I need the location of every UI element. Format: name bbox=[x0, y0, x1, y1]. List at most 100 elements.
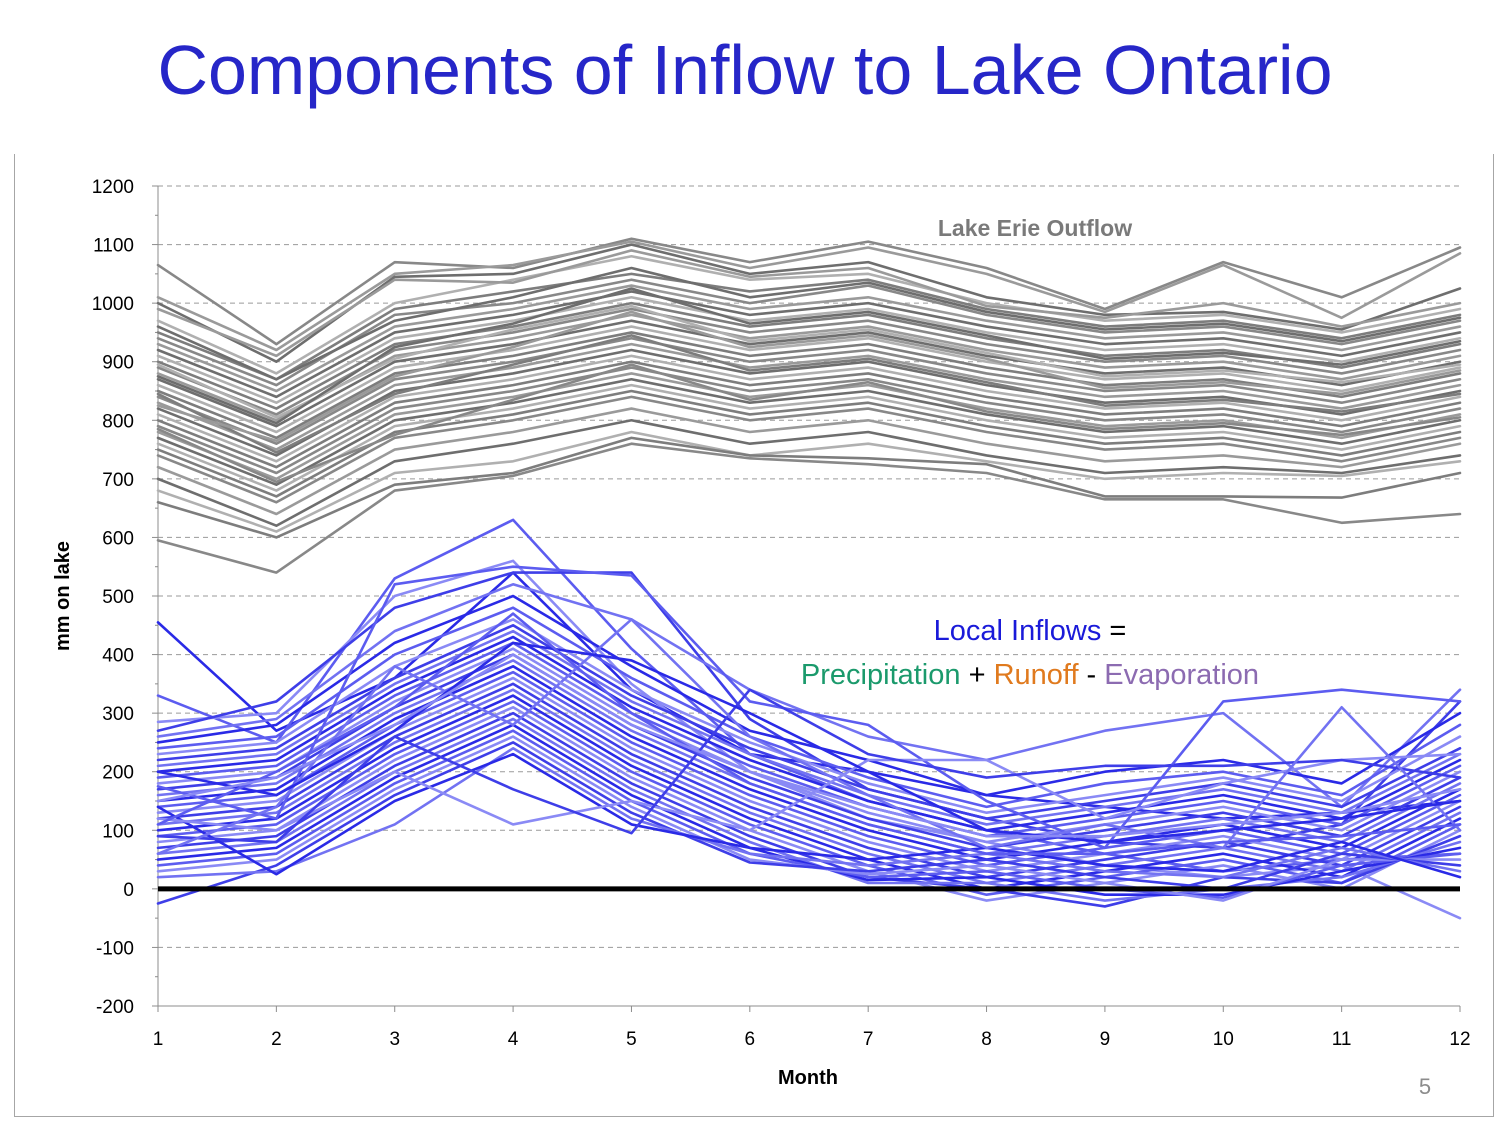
y-tick-label: 400 bbox=[102, 646, 134, 667]
inflow-series-line bbox=[156, 618, 1462, 815]
x-tick-label: 12 bbox=[1449, 1029, 1470, 1050]
outflow-series-line bbox=[156, 377, 1462, 487]
inflow-series-line bbox=[156, 688, 1462, 844]
outflow-series-line bbox=[156, 249, 1462, 358]
outflow-series-line bbox=[156, 354, 1462, 463]
y-tick-label: -100 bbox=[96, 938, 134, 959]
inflow-series-line bbox=[156, 641, 1462, 844]
inflow-series-line bbox=[156, 606, 1462, 809]
outflow-series-line bbox=[156, 287, 1462, 425]
inflow-series-line bbox=[156, 612, 1462, 856]
outflow-series-line bbox=[156, 240, 1462, 352]
outflow-series-line bbox=[156, 313, 1462, 422]
inflow-series-line bbox=[156, 618, 1462, 856]
y-tick-label: 200 bbox=[102, 763, 134, 784]
precipitation-label: Precipitation bbox=[801, 659, 961, 691]
outflow-series-line bbox=[156, 304, 1462, 419]
y-tick-label: 600 bbox=[102, 528, 134, 549]
local-inflows-label: Local Inflows bbox=[934, 615, 1102, 647]
y-tick-label: 300 bbox=[102, 704, 134, 725]
runoff-label: Runoff bbox=[994, 659, 1080, 691]
x-tick-label: 10 bbox=[1213, 1029, 1234, 1050]
outflow-series-line bbox=[156, 290, 1462, 399]
inflow-series-line bbox=[156, 705, 1462, 902]
y-tick-label: 1100 bbox=[93, 236, 134, 257]
x-tick-label: 8 bbox=[981, 1029, 992, 1050]
outflow-series-line bbox=[156, 295, 1462, 405]
outflow-series-line bbox=[156, 407, 1462, 516]
tick-labels: -200 -100 0 100 200 300 400 500 600 700 800 900 1000… bbox=[92, 177, 1471, 1050]
y-tick-label: 100 bbox=[102, 821, 134, 842]
line-chart: -200 -100 0 100 200 300 400 500 600 700 800 900 1000… bbox=[52, 177, 1471, 1089]
x-axis-title: Month bbox=[778, 1067, 838, 1089]
outflow-series-line bbox=[156, 272, 1462, 381]
evaporation-label: Evaporation bbox=[1104, 659, 1259, 691]
chart-frame: -200 -100 0 100 200 300 400 500 600 700 800 900 1000… bbox=[14, 154, 1494, 1117]
inflow-series-group bbox=[156, 518, 1462, 920]
outflow-series-line bbox=[156, 430, 1462, 533]
inflow-series-line bbox=[156, 746, 1462, 879]
x-tick-label: 1 bbox=[153, 1029, 164, 1050]
outflow-series-line bbox=[156, 301, 1462, 410]
y-tick-label: 500 bbox=[102, 587, 134, 608]
inflow-series-line bbox=[156, 741, 1462, 905]
outflow-series-line bbox=[156, 348, 1462, 457]
outflow-series-line bbox=[156, 334, 1462, 454]
y-tick-label: 0 bbox=[123, 880, 134, 901]
page-number: 5 bbox=[1418, 1074, 1432, 1099]
legend-line-2: Precipitation + Runoff - Evaporation bbox=[801, 659, 1259, 691]
x-tick-label: 9 bbox=[1100, 1029, 1111, 1050]
inflow-series-line bbox=[156, 694, 1462, 891]
x-tick-label: 4 bbox=[508, 1029, 519, 1050]
inflow-series-line bbox=[156, 700, 1462, 897]
y-tick-label: 700 bbox=[102, 470, 134, 491]
outflow-series-line bbox=[156, 360, 1462, 469]
outflow-series-line bbox=[156, 436, 1462, 539]
inflow-series-line bbox=[156, 647, 1462, 844]
outflow-series-line bbox=[156, 319, 1462, 428]
outflow-series-line bbox=[156, 418, 1462, 528]
y-tick-label: 1000 bbox=[92, 294, 134, 315]
outflow-series-line bbox=[156, 237, 1462, 346]
outflow-series-line bbox=[156, 325, 1462, 434]
outflow-series-line bbox=[156, 395, 1462, 504]
inflow-series-line bbox=[156, 752, 1462, 832]
equals-sign: = bbox=[1101, 615, 1126, 647]
outflow-label: Lake Erie Outflow bbox=[938, 215, 1132, 241]
inflow-series-line bbox=[156, 729, 1462, 899]
y-tick-label: 800 bbox=[102, 411, 134, 432]
outflow-series-line bbox=[156, 442, 1462, 574]
plus-sign: + bbox=[961, 659, 994, 691]
outflow-series-line bbox=[156, 336, 1462, 446]
y-tick-label: 1200 bbox=[92, 177, 134, 198]
x-tick-label: 6 bbox=[745, 1029, 756, 1050]
outflow-series-line bbox=[156, 342, 1462, 451]
outflow-series-line bbox=[156, 366, 1462, 475]
x-tick-label: 5 bbox=[626, 1029, 637, 1050]
x-tick-label: 7 bbox=[863, 1029, 874, 1050]
inflow-series-line bbox=[156, 752, 1462, 879]
outflow-series-line bbox=[156, 266, 1462, 381]
inflow-series-line bbox=[156, 635, 1462, 832]
outflow-series-group bbox=[156, 237, 1462, 574]
outflow-series-line bbox=[156, 383, 1462, 492]
y-axis-title: mm on lake bbox=[52, 541, 74, 651]
x-tick-label: 2 bbox=[271, 1029, 282, 1050]
inflow-series-line bbox=[156, 682, 1462, 879]
outflow-series-line bbox=[156, 310, 1462, 443]
outflow-series-line bbox=[156, 284, 1462, 393]
outflow-series-line bbox=[156, 254, 1462, 375]
y-tick-label: 900 bbox=[102, 353, 134, 374]
x-tick-label: 3 bbox=[389, 1029, 400, 1050]
inflow-series-line bbox=[156, 653, 1462, 838]
x-tick-label: 11 bbox=[1332, 1029, 1352, 1050]
inflow-series-line bbox=[156, 565, 1462, 850]
inflow-series-line bbox=[156, 629, 1462, 826]
minus-sign: - bbox=[1079, 659, 1105, 691]
slide-title: Components of Inflow to Lake Ontario bbox=[157, 31, 1333, 109]
outflow-series-line bbox=[156, 363, 1462, 484]
outflow-series-line bbox=[156, 278, 1462, 387]
y-tick-label: -200 bbox=[96, 997, 134, 1018]
inflow-series-line bbox=[156, 711, 1462, 908]
outflow-series-line bbox=[156, 331, 1462, 440]
